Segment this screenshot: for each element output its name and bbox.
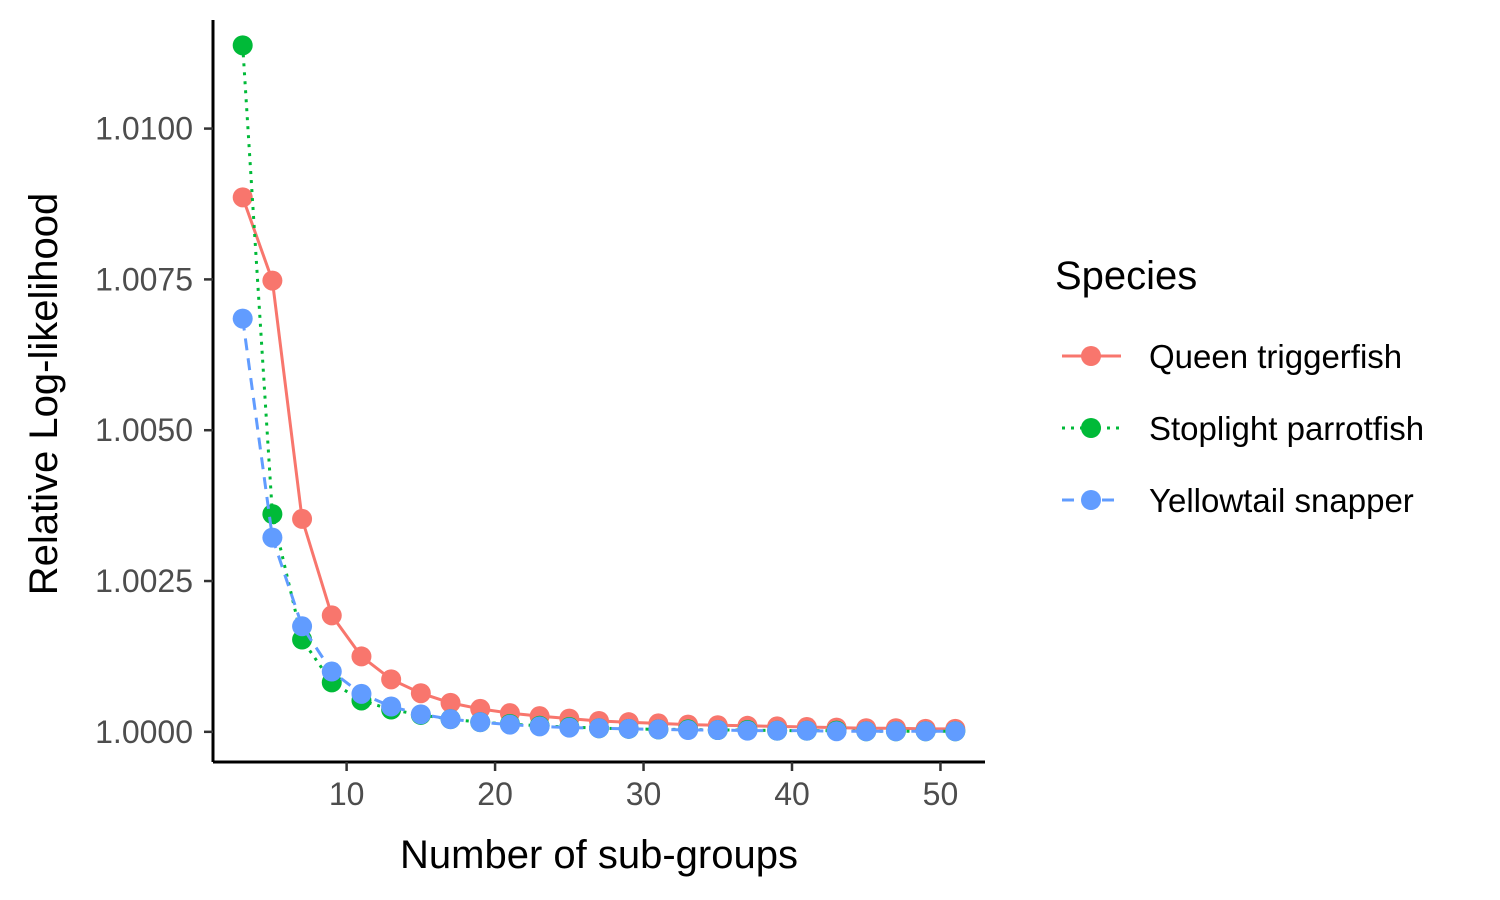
data-point xyxy=(262,527,283,548)
data-point xyxy=(262,504,283,525)
x-tick-label: 50 xyxy=(923,776,959,812)
data-point xyxy=(440,709,461,730)
data-point xyxy=(232,35,253,56)
legend-label: Yellowtail snapper xyxy=(1149,482,1414,519)
data-point xyxy=(856,721,877,742)
data-point xyxy=(321,661,342,682)
data-point xyxy=(737,720,758,741)
y-tick-label: 1.0025 xyxy=(95,563,193,599)
data-point xyxy=(381,696,402,717)
data-point xyxy=(232,187,253,208)
plot-area xyxy=(232,35,966,742)
data-point xyxy=(618,718,639,739)
data-point xyxy=(915,721,936,742)
y-tick-label: 1.0050 xyxy=(95,412,193,448)
y-tick-label: 1.0100 xyxy=(95,111,193,147)
x-tick-label: 10 xyxy=(329,776,365,812)
data-point xyxy=(351,683,372,704)
data-point xyxy=(796,720,817,741)
data-point xyxy=(410,704,431,725)
x-tick-label: 20 xyxy=(477,776,513,812)
data-point xyxy=(381,669,402,690)
data-point xyxy=(262,270,283,291)
data-point xyxy=(885,721,906,742)
x-tick-label: 40 xyxy=(774,776,810,812)
series-line-queen-triggerfish xyxy=(241,196,956,731)
legend-key-point xyxy=(1081,490,1101,510)
data-point xyxy=(589,718,609,739)
series-queen-triggerfish xyxy=(232,187,966,739)
data-point xyxy=(321,605,342,626)
legend-item-yellowtail-snapper: Yellowtail snapper xyxy=(1062,482,1414,519)
data-point xyxy=(470,712,491,733)
series-stoplight-parrotfish xyxy=(232,35,966,742)
data-point xyxy=(410,683,431,704)
y-axis-title: Relative Log-likelihood xyxy=(22,193,66,595)
data-point xyxy=(767,720,788,741)
x-tick-label: 30 xyxy=(626,776,662,812)
legend-item-stoplight-parrotfish: Stoplight parrotfish xyxy=(1062,410,1424,447)
data-point xyxy=(945,721,966,742)
legend-key-point xyxy=(1081,346,1101,366)
legend-label: Queen triggerfish xyxy=(1149,338,1402,375)
data-point xyxy=(559,717,580,738)
data-point xyxy=(292,508,313,529)
series-line-yellowtail-snapper xyxy=(241,318,956,733)
axes: 10 20 30 40 50 1.0000 1.0025 1.0050 1.0075 1.0100 xyxy=(95,20,985,812)
legend: Species Queen triggerfish Stoplight parro… xyxy=(1055,254,1424,519)
legend-item-queen-triggerfish: Queen triggerfish xyxy=(1062,338,1402,375)
data-point xyxy=(232,308,253,329)
y-tick-label: 1.0000 xyxy=(95,714,193,750)
data-point xyxy=(529,716,550,737)
y-tick-label: 1.0075 xyxy=(95,261,193,297)
legend-key-point xyxy=(1081,418,1101,438)
data-point xyxy=(678,720,699,741)
data-point xyxy=(351,646,372,667)
data-point xyxy=(648,719,669,740)
data-point xyxy=(826,721,847,742)
data-point xyxy=(440,692,461,713)
series-yellowtail-snapper xyxy=(232,308,966,742)
x-axis-title: Number of sub-groups xyxy=(400,833,798,877)
data-point xyxy=(292,616,313,637)
series-line-stoplight-parrotfish xyxy=(241,45,956,733)
legend-title: Species xyxy=(1055,254,1197,298)
data-point xyxy=(499,714,520,735)
legend-label: Stoplight parrotfish xyxy=(1149,410,1424,447)
data-point xyxy=(707,720,728,741)
